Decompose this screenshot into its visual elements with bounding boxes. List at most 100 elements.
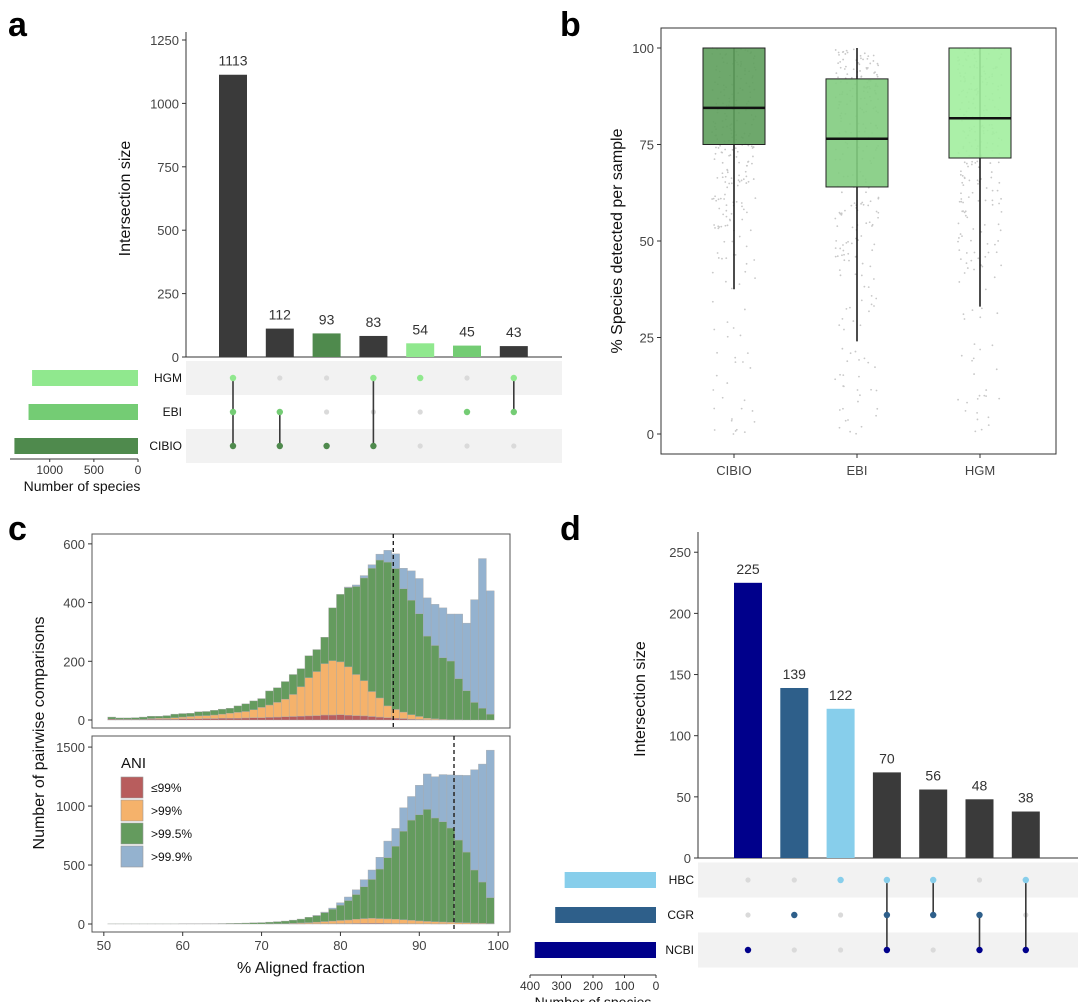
jitter-point: [860, 235, 863, 237]
histogram-bar-segment: [446, 660, 455, 720]
jitter-point: [997, 161, 1000, 164]
histogram-bar-segment: [312, 915, 321, 923]
intersection-bar: [312, 333, 341, 357]
jitter-point: [753, 420, 756, 423]
jitter-point: [966, 216, 969, 219]
histogram-bar-segment: [375, 868, 385, 919]
jitter-point: [731, 240, 734, 243]
histogram-bar-segment: [281, 698, 290, 717]
matrix-dot-filled: [791, 911, 798, 919]
jitter-point: [843, 253, 845, 256]
histogram-bar-segment: [217, 708, 227, 715]
jitter-point: [984, 199, 987, 202]
y-tick-label: 150: [669, 668, 691, 683]
histogram-bar-segment: [375, 857, 385, 870]
matrix-dot-filled: [883, 946, 891, 954]
jitter-point: [838, 54, 840, 56]
matrix-dot-filled: [463, 408, 471, 416]
histogram-bar-segment: [202, 715, 211, 719]
matrix-dot-filled: [883, 876, 891, 884]
histogram-bar-segment: [296, 715, 306, 721]
histogram-bar-segment: [462, 690, 471, 721]
jitter-point: [712, 389, 715, 391]
matrix-dot-empty: [417, 409, 423, 415]
histogram-bar-segment: [415, 920, 424, 924]
matrix-dot-filled: [510, 374, 517, 382]
bar-value-label: 70: [879, 750, 895, 766]
jitter-point: [714, 152, 717, 155]
jitter-point: [859, 54, 862, 57]
panel-letter-c: c: [8, 510, 27, 548]
jitter-point: [744, 270, 747, 273]
histogram-bar-segment: [186, 716, 195, 720]
box-iqr: [948, 47, 1012, 159]
set-size-axis-title: Number of species: [535, 994, 652, 1002]
matrix-dot-filled: [744, 946, 752, 954]
jitter-point: [716, 252, 719, 254]
legend-label: >99.9%: [151, 850, 192, 864]
jitter-point: [737, 179, 740, 182]
histogram-bar-segment: [312, 671, 321, 716]
y-tick-label: 0: [647, 427, 654, 442]
jitter-point: [980, 428, 983, 431]
histogram-bar-segment: [288, 694, 298, 717]
jitter-point: [713, 158, 716, 160]
histogram-bar-segment: [233, 718, 243, 721]
panel-letter-a: a: [8, 6, 28, 44]
upset-plot-d: 0 50 100 150 200 250 Intersection size 225 139 12…: [520, 532, 1078, 1002]
jitter-point: [877, 211, 880, 214]
jitter-point: [724, 148, 727, 151]
histogram-bar-segment: [383, 840, 392, 858]
jitter-point: [840, 191, 843, 194]
histogram-bar-segment: [367, 691, 377, 717]
jitter-point: [863, 52, 866, 55]
jitter-point: [743, 399, 746, 402]
jitter-point: [730, 287, 733, 290]
jitter-point: [865, 191, 867, 194]
jitter-point: [977, 182, 979, 185]
jitter-point: [726, 321, 729, 324]
histogram-bar-segment: [241, 711, 250, 719]
histogram-bar-segment: [225, 708, 235, 714]
histogram-bar-segment: [359, 886, 369, 919]
histogram-bar-segment: [281, 716, 290, 721]
histogram-bar-segment: [470, 702, 479, 721]
histogram-bar-segment: [391, 828, 400, 847]
histogram-bar-segment: [415, 716, 424, 720]
jitter-point: [726, 224, 729, 227]
jitter-point: [978, 394, 981, 397]
histogram-bar-segment: [446, 613, 455, 662]
jitter-point: [872, 54, 875, 57]
y-axis-title: Intersection size: [117, 141, 134, 257]
jitter-point: [752, 178, 755, 180]
jitter-point: [845, 241, 848, 244]
jitter-point: [870, 388, 872, 391]
jitter-point: [717, 227, 720, 230]
jitter-point: [850, 242, 853, 245]
matrix-dot-filled: [1022, 876, 1029, 884]
jitter-point: [971, 191, 974, 194]
jitter-point: [845, 49, 848, 52]
histogram-bar-segment: [241, 703, 250, 712]
histogram-bar-segment: [352, 674, 361, 716]
jitter-point: [972, 228, 975, 230]
matrix-dot-empty: [745, 877, 751, 883]
jitter-point: [715, 374, 718, 377]
jitter-point: [987, 424, 990, 426]
matrix-dot-empty: [511, 443, 517, 449]
jitter-point: [1000, 197, 1002, 200]
histogram-bar-segment: [352, 584, 361, 587]
jitter-point: [863, 285, 866, 288]
histogram-bar-segment: [375, 918, 385, 924]
jitter-point: [965, 252, 968, 254]
jitter-point: [980, 230, 983, 233]
jitter-point: [870, 303, 873, 306]
y-axis-title: Intersection size: [632, 641, 649, 757]
jitter-point: [961, 181, 964, 184]
bar-value-label: 83: [366, 314, 382, 330]
y-tick-label: 200: [63, 654, 85, 669]
histogram-bar-segment: [304, 677, 314, 717]
histogram-bar-segment: [367, 564, 377, 569]
y-tick-label: 1000: [150, 96, 179, 111]
histogram-bar-segment: [407, 570, 416, 601]
